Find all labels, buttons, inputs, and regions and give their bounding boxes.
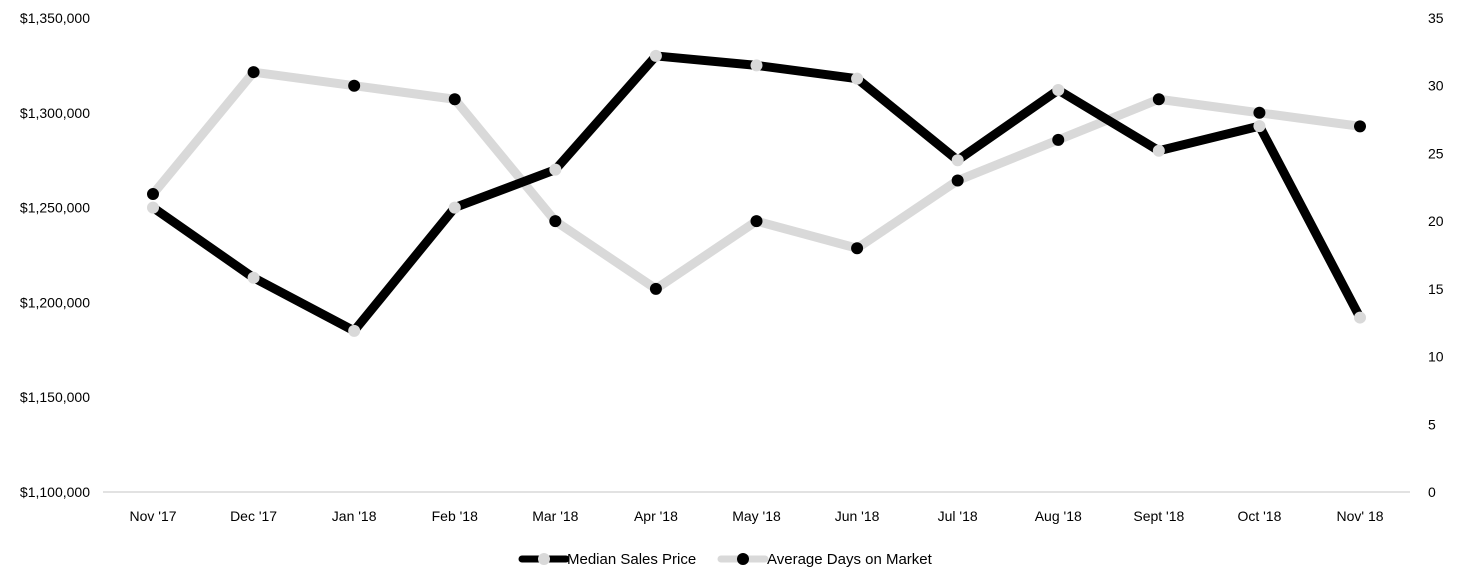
- data-point-median-sales-price: [448, 201, 461, 214]
- right-axis-tick-label: 35: [1428, 10, 1444, 26]
- data-point-average-days-on-market: [1253, 106, 1266, 119]
- x-axis-tick-label: Sept '18: [1133, 508, 1184, 524]
- left-axis-tick-label: $1,300,000: [20, 105, 90, 121]
- data-point-median-sales-price: [649, 49, 662, 62]
- x-axis-tick-label: Mar '18: [532, 508, 578, 524]
- right-axis-tick-label: 30: [1428, 78, 1444, 94]
- series-line-average-days-on-market: [148, 67, 1365, 294]
- x-axis-tick-label: May '18: [732, 508, 781, 524]
- x-axis-tick-label: Dec '17: [230, 508, 277, 524]
- data-point-median-sales-price: [1152, 144, 1165, 157]
- left-axis-tick-label: $1,250,000: [20, 200, 90, 216]
- series-line-median-sales-price: [148, 51, 1365, 336]
- data-point-median-sales-price: [348, 324, 361, 337]
- data-point-median-sales-price: [247, 271, 260, 284]
- x-axis-tick-label: Jun '18: [835, 508, 880, 524]
- data-point-average-days-on-market: [147, 188, 159, 201]
- data-point-average-days-on-market: [448, 93, 461, 106]
- right-axis-tick-label: 15: [1428, 281, 1444, 297]
- data-point-median-sales-price: [147, 201, 159, 214]
- data-point-average-days-on-market: [1052, 133, 1065, 146]
- x-axis-tick-label: Jan '18: [332, 508, 377, 524]
- data-point-median-sales-price: [549, 163, 562, 176]
- data-point-average-days-on-market: [1152, 93, 1165, 106]
- left-y-axis: $1,100,000 $1,150,000 $1,200,000 $1,250,000…: [20, 10, 90, 500]
- right-axis-tick-label: 20: [1428, 213, 1444, 229]
- data-point-median-sales-price: [750, 59, 763, 72]
- x-axis-tick-label: Aug '18: [1035, 508, 1082, 524]
- data-point-median-sales-price: [951, 154, 964, 167]
- x-axis-tick-label: Oct '18: [1237, 508, 1281, 524]
- data-point-average-days-on-market: [348, 79, 361, 92]
- x-axis-tick-label: Apr '18: [634, 508, 678, 524]
- data-point-median-sales-price: [1253, 120, 1266, 133]
- x-axis-tick-label: Nov' 18: [1336, 508, 1383, 524]
- data-point-median-sales-price: [1052, 84, 1065, 97]
- series-layer: [147, 49, 1366, 337]
- data-point-average-days-on-market: [851, 242, 864, 255]
- x-axis-tick-label: Jul '18: [938, 508, 978, 524]
- right-axis-tick-label: 5: [1428, 416, 1436, 432]
- left-axis-tick-label: $1,350,000: [20, 10, 90, 26]
- left-axis-tick-label: $1,100,000: [20, 484, 90, 500]
- right-y-axis: 0 5 10 15 20 25 30 35: [1428, 10, 1444, 500]
- right-axis-tick-label: 10: [1428, 349, 1444, 365]
- data-point-average-days-on-market: [951, 174, 964, 187]
- legend-label-median-sales-price: Median Sales Price: [567, 551, 696, 568]
- x-axis-tick-label: Feb '18: [432, 508, 478, 524]
- data-point-average-days-on-market: [1354, 120, 1366, 133]
- data-point-average-days-on-market: [549, 215, 562, 228]
- legend-marker-average-days-on-market: [737, 553, 749, 565]
- data-point-average-days-on-market: [247, 66, 260, 79]
- data-point-average-days-on-market: [649, 282, 662, 295]
- data-point-median-sales-price: [1354, 311, 1366, 324]
- left-axis-tick-label: $1,200,000: [20, 294, 90, 310]
- legend-marker-median-sales-price: [538, 553, 550, 565]
- x-axis: Nov '17 Dec '17 Jan '18 Feb '18 Mar '18 Apr '…: [103, 491, 1410, 524]
- x-axis-tick-label: Nov '17: [129, 508, 176, 524]
- right-axis-tick-label: 25: [1428, 145, 1444, 161]
- data-point-average-days-on-market: [750, 215, 763, 228]
- legend-label-average-days-on-market: Average Days on Market: [767, 551, 933, 568]
- right-axis-tick-label: 0: [1428, 484, 1436, 500]
- left-axis-tick-label: $1,150,000: [20, 389, 90, 405]
- data-point-median-sales-price: [851, 72, 864, 85]
- legend: Median Sales Price Average Days on Market: [518, 551, 933, 568]
